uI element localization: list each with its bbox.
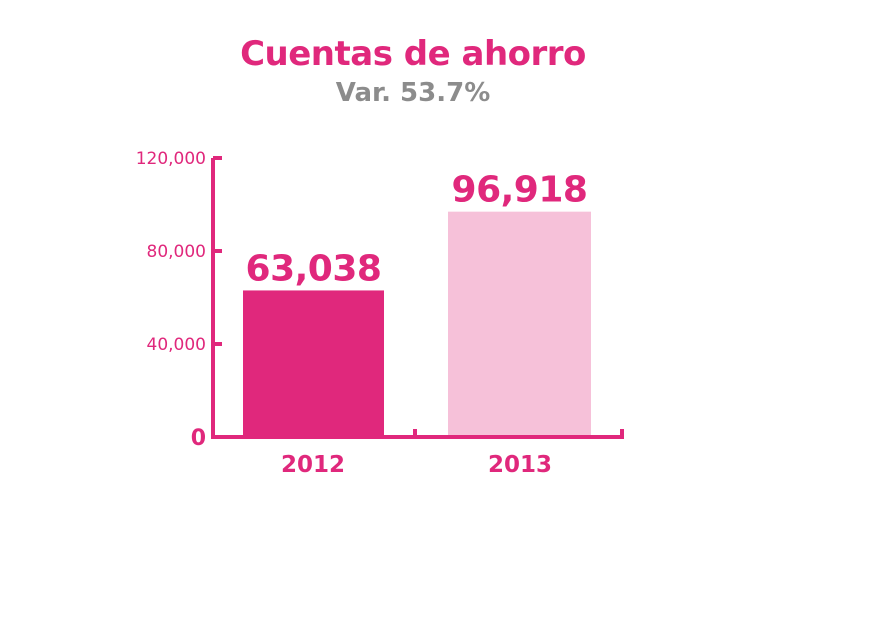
bar-2012 [243, 290, 384, 435]
chart-bars [243, 211, 591, 435]
data-label-2012: 63,038 [246, 248, 382, 289]
y-tick-label: 80,000 [147, 242, 206, 262]
x-tick-label-2012: 2012 [281, 452, 345, 478]
y-tick-label: 40,000 [147, 335, 206, 355]
chart-subtitle: Var. 53.7% [335, 78, 491, 108]
chart-labels: 0 40,000 80,000 120,000 63,038 2012 96,918 2013 [136, 149, 588, 478]
data-label-2013: 96,918 [452, 170, 588, 211]
chart-title: Cuentas de ahorro [240, 34, 586, 74]
y-tick-label: 0 [191, 426, 206, 451]
chart-axes [211, 156, 624, 439]
bar-2013 [448, 211, 591, 435]
y-tick-label: 120,000 [136, 149, 206, 169]
x-tick-label-2013: 2013 [488, 452, 552, 478]
